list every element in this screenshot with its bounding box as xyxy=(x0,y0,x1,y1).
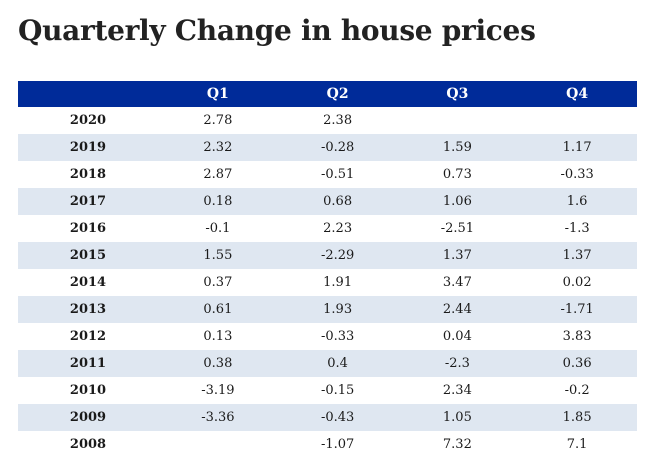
value-cell-q2: -0.43 xyxy=(320,410,355,425)
value-cell-q1: 1.55 xyxy=(203,248,233,263)
value-cell-q2: -0.28 xyxy=(320,140,355,155)
value-cell-q1: 0.13 xyxy=(203,329,233,344)
year-cell: 2017 xyxy=(69,194,107,209)
value-cell-q3: 0.73 xyxy=(442,167,472,182)
year-cell: 2015 xyxy=(69,248,107,263)
value-cell-q2: -2.29 xyxy=(320,248,355,263)
year-cell: 2018 xyxy=(69,167,107,182)
value-cell-q3: 2.34 xyxy=(442,383,472,398)
header-q4: Q4 xyxy=(566,86,589,102)
value-cell-q1: 2.87 xyxy=(203,167,233,182)
year-cell: 2014 xyxy=(69,275,107,290)
table-row: 2015 1.55 -2.29 1.37 1.37 xyxy=(18,242,637,269)
value-cell-q1: 2.78 xyxy=(203,113,233,128)
year-cell: 2013 xyxy=(69,302,107,317)
header-q3: Q3 xyxy=(446,86,469,102)
value-cell-q4: -0.33 xyxy=(560,167,594,182)
table-row: 2020 2.78 2.38 xyxy=(18,107,637,134)
value-cell-q2: -1.07 xyxy=(320,437,355,452)
value-cell-q2: 1.93 xyxy=(323,302,353,317)
table-row: 2018 2.87 -0.51 0.73 -0.33 xyxy=(18,161,637,188)
value-cell-q3: 1.06 xyxy=(442,194,472,209)
table-row: 2017 0.18 0.68 1.06 1.6 xyxy=(18,188,637,215)
value-cell-q3: 1.05 xyxy=(442,410,472,425)
year-cell: 2020 xyxy=(69,113,107,128)
year-cell: 2011 xyxy=(69,356,107,371)
value-cell-q3: 7.32 xyxy=(442,437,472,452)
value-cell-q4: 0.36 xyxy=(562,356,592,371)
table-header-row: Q1 Q2 Q3 Q4 xyxy=(18,81,637,107)
header-q1: Q1 xyxy=(206,86,229,102)
value-cell-q1: 2.32 xyxy=(203,140,233,155)
value-cell-q2: 0.4 xyxy=(327,356,348,371)
value-cell-q4: 1.6 xyxy=(566,194,588,209)
year-cell: 2012 xyxy=(69,329,107,344)
table-row: 2013 0.61 1.93 2.44 -1.71 xyxy=(18,296,637,323)
value-cell-q1: -3.36 xyxy=(201,410,235,425)
value-cell-q1: -0.1 xyxy=(205,221,231,236)
value-cell-q3: -2.51 xyxy=(440,221,475,236)
value-cell-q1: -3.19 xyxy=(201,383,235,398)
year-cell: 2009 xyxy=(69,410,107,425)
value-cell-q4: 1.37 xyxy=(562,248,592,263)
header-q2: Q2 xyxy=(326,86,349,102)
value-cell-q4: 1.17 xyxy=(562,140,592,155)
value-cell-q2: 2.38 xyxy=(323,113,353,128)
value-cell-q2: -0.15 xyxy=(320,383,355,398)
value-cell-q2: 1.91 xyxy=(323,275,353,290)
table-row: 2019 2.32 -0.28 1.59 1.17 xyxy=(18,134,637,161)
year-cell: 2016 xyxy=(69,221,107,236)
value-cell-q1: 0.61 xyxy=(203,302,233,317)
value-cell-q4: 7.1 xyxy=(566,437,588,452)
value-cell-q4: -1.3 xyxy=(564,221,590,236)
value-cell-q1: 0.37 xyxy=(203,275,233,290)
value-cell-q4: 3.83 xyxy=(562,329,592,344)
table-row: 2014 0.37 1.91 3.47 0.02 xyxy=(18,269,637,296)
value-cell-q3: 2.44 xyxy=(442,302,472,317)
value-cell-q4: -1.71 xyxy=(560,302,594,317)
value-cell-q4: 0.02 xyxy=(562,275,592,290)
table-row: 2008 -1.07 7.32 7.1 xyxy=(18,431,637,458)
value-cell-q1: 0.18 xyxy=(203,194,233,209)
chart-title: Quarterly Change in house prices xyxy=(18,14,536,47)
value-cell-q2: -0.33 xyxy=(320,329,355,344)
year-cell: 2010 xyxy=(69,383,107,398)
value-cell-q2: -0.51 xyxy=(320,167,355,182)
table-row: 2009 -3.36 -0.43 1.05 1.85 xyxy=(18,404,637,431)
value-cell-q4: 1.85 xyxy=(562,410,592,425)
value-cell-q3: -2.3 xyxy=(444,356,470,371)
table-row: 2016 -0.1 2.23 -2.51 -1.3 xyxy=(18,215,637,242)
year-cell: 2008 xyxy=(69,437,107,452)
value-cell-q3: 1.59 xyxy=(442,140,472,155)
table-row: 2010 -3.19 -0.15 2.34 -0.2 xyxy=(18,377,637,404)
value-cell-q3: 0.04 xyxy=(442,329,472,344)
value-cell-q3: 1.37 xyxy=(442,248,472,263)
value-cell-q1: 0.38 xyxy=(203,356,233,371)
table-body: 2020 2.78 2.38 2019 2.32 -0.28 1.59 1.17 2018 2.8… xyxy=(18,107,637,458)
price-change-table: Q1 Q2 Q3 Q4 2020 2.78 2.38 2019 2.32 -0.28 1.5… xyxy=(18,81,637,458)
year-cell: 2019 xyxy=(69,140,107,155)
value-cell-q4: -0.2 xyxy=(564,383,590,398)
value-cell-q2: 2.23 xyxy=(323,221,353,236)
table-row: 2012 0.13 -0.33 0.04 3.83 xyxy=(18,323,637,350)
table-row: 2011 0.38 0.4 -2.3 0.36 xyxy=(18,350,637,377)
value-cell-q3: 3.47 xyxy=(442,275,472,290)
value-cell-q2: 0.68 xyxy=(323,194,353,209)
